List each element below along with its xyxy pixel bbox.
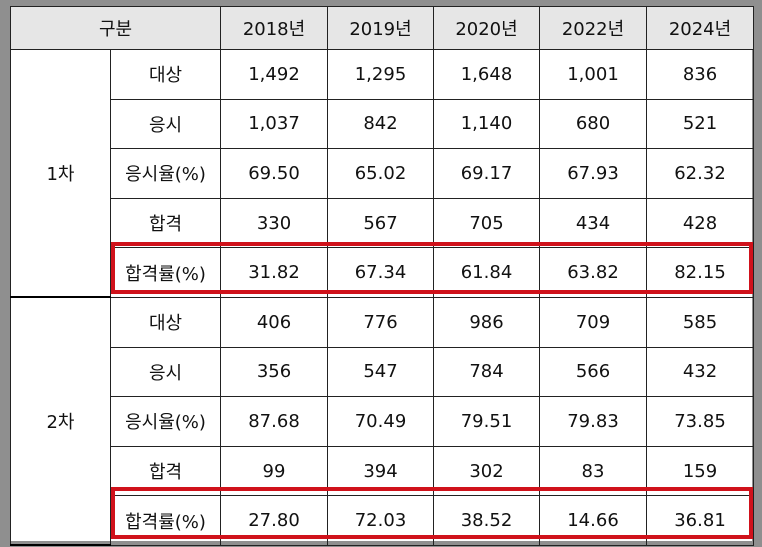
value-cell: 330: [220, 197, 328, 249]
row-label: 대상: [110, 296, 221, 348]
value-cell: 65.02: [327, 148, 434, 199]
value-cell: 63.82: [539, 247, 647, 298]
value-cell: 680: [539, 98, 647, 150]
table-row: 합격률(%) 27.80 72.03 38.52 14.66 36.81: [11, 495, 754, 546]
value-cell: 406: [220, 296, 328, 348]
value-cell: 99: [220, 445, 328, 497]
value-cell: 432: [646, 346, 754, 398]
value-cell: 521: [646, 98, 754, 150]
value-cell: 709: [539, 296, 647, 348]
value-cell: 67.34: [327, 247, 434, 298]
row-label: 응시: [110, 98, 221, 150]
header-year: 2020년: [433, 6, 540, 50]
table-row: 응시율(%) 69.50 65.02 69.17 67.93 62.32: [11, 148, 754, 199]
row-label: 응시율(%): [110, 396, 221, 447]
header-category: 구분: [10, 6, 221, 50]
value-cell: 566: [539, 346, 647, 398]
table-row: 합격률(%) 31.82 67.34 61.84 63.82 82.15: [11, 247, 754, 298]
value-cell: 585: [646, 296, 754, 348]
value-cell: 394: [327, 445, 434, 497]
value-cell: 61.84: [433, 247, 540, 298]
value-cell: 836: [646, 49, 754, 100]
value-cell: 62.32: [646, 148, 754, 199]
value-cell: 1,001: [539, 49, 647, 100]
row-label: 합격: [110, 197, 221, 249]
value-cell: 705: [433, 197, 540, 249]
table-row: 응시 1,037 842 1,140 680 521: [11, 98, 754, 150]
group-label: 1차: [10, 49, 111, 299]
header-year: 2019년: [327, 6, 434, 50]
value-cell: 776: [327, 296, 434, 348]
table-row: 응시율(%) 87.68 70.49 79.51 79.83 73.85: [11, 396, 754, 447]
value-cell: 27.80: [220, 495, 328, 546]
row-label: 응시율(%): [110, 148, 221, 199]
header-year: 2022년: [539, 6, 647, 50]
stats-table: 구분 2018년 2019년 2020년 2022년 2024년 1차 대상 1,4…: [10, 6, 754, 547]
value-cell: 69.17: [433, 148, 540, 199]
value-cell: 79.51: [433, 396, 540, 447]
row-label: 합격률(%): [110, 247, 221, 298]
header-row: 구분 2018년 2019년 2020년 2022년 2024년: [10, 6, 754, 50]
value-cell: 31.82: [220, 247, 328, 298]
table-row: 2차 대상 406 776 986 709 585: [10, 296, 754, 547]
value-cell: 72.03: [327, 495, 434, 546]
value-cell: 784: [433, 346, 540, 398]
group-label: 2차: [10, 296, 111, 547]
value-cell: 434: [539, 197, 647, 249]
header-year: 2024년: [646, 6, 754, 50]
value-cell: 1,140: [433, 98, 540, 150]
value-cell: 87.68: [220, 396, 328, 447]
row-label: 응시: [110, 346, 221, 398]
value-cell: 69.50: [220, 148, 328, 199]
table-row: 합격 99 394 302 83 159: [11, 445, 754, 497]
row-label: 합격률(%): [110, 495, 221, 546]
row-label: 합격: [110, 445, 221, 497]
value-cell: 79.83: [539, 396, 647, 447]
row-label: 대상: [110, 49, 221, 100]
value-cell: 1,295: [327, 49, 434, 100]
table-row: 합격 330 567 705 434 428: [11, 197, 754, 249]
value-cell: 67.93: [539, 148, 647, 199]
value-cell: 986: [433, 296, 540, 348]
value-cell: 14.66: [539, 495, 647, 546]
table-row: 1차 대상 1,492 1,295 1,648 1,001 836: [10, 49, 754, 299]
value-cell: 38.52: [433, 495, 540, 546]
value-cell: 1,648: [433, 49, 540, 100]
value-cell: 73.85: [646, 396, 754, 447]
value-cell: 428: [646, 197, 754, 249]
value-cell: 82.15: [646, 247, 754, 298]
value-cell: 159: [646, 445, 754, 497]
value-cell: 1,037: [220, 98, 328, 150]
table-row: 응시 356 547 784 566 432: [11, 346, 754, 398]
value-cell: 302: [433, 445, 540, 497]
value-cell: 356: [220, 346, 328, 398]
value-cell: 1,492: [220, 49, 328, 100]
value-cell: 36.81: [646, 495, 754, 546]
value-cell: 83: [539, 445, 647, 497]
value-cell: 70.49: [327, 396, 434, 447]
value-cell: 547: [327, 346, 434, 398]
header-year: 2018년: [220, 6, 328, 50]
value-cell: 567: [327, 197, 434, 249]
value-cell: 842: [327, 98, 434, 150]
